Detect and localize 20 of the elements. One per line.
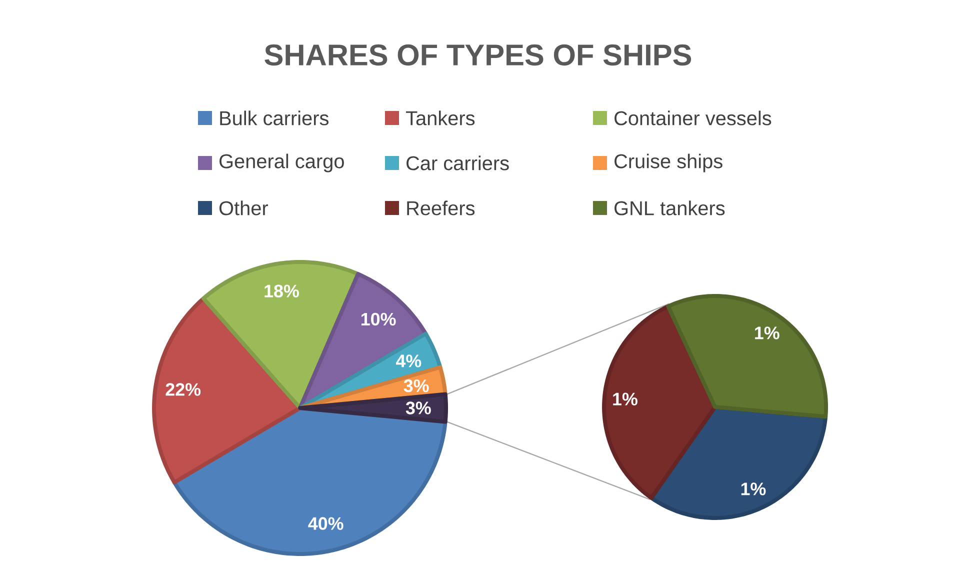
legend-label: Container vessels (614, 110, 772, 126)
data-label: 40% (308, 517, 344, 530)
legend-label: Tankers (406, 110, 475, 126)
legend-label: Other (219, 200, 268, 216)
chart-title: SHARES OF TYPES OF SHIPS (264, 44, 692, 66)
data-label: 22% (166, 383, 201, 396)
data-label: 1% (741, 482, 766, 496)
legend-label: General cargo (220, 154, 344, 172)
data-label: 4% (396, 354, 422, 368)
legend-label: Reefers (407, 200, 475, 216)
data-label: 1% (613, 392, 638, 406)
data-label: 10% (361, 312, 396, 326)
legend-label: GNL tankers (614, 200, 725, 216)
data-label: 3% (406, 402, 431, 414)
legend-label: Car carriers (406, 156, 509, 170)
legend-label: Bulk carriers (220, 110, 328, 126)
data-label: 18% (264, 284, 299, 298)
data-label: 3% (404, 379, 429, 392)
legend-label: Cruise ships (614, 154, 722, 172)
data-label: 1% (755, 326, 780, 340)
